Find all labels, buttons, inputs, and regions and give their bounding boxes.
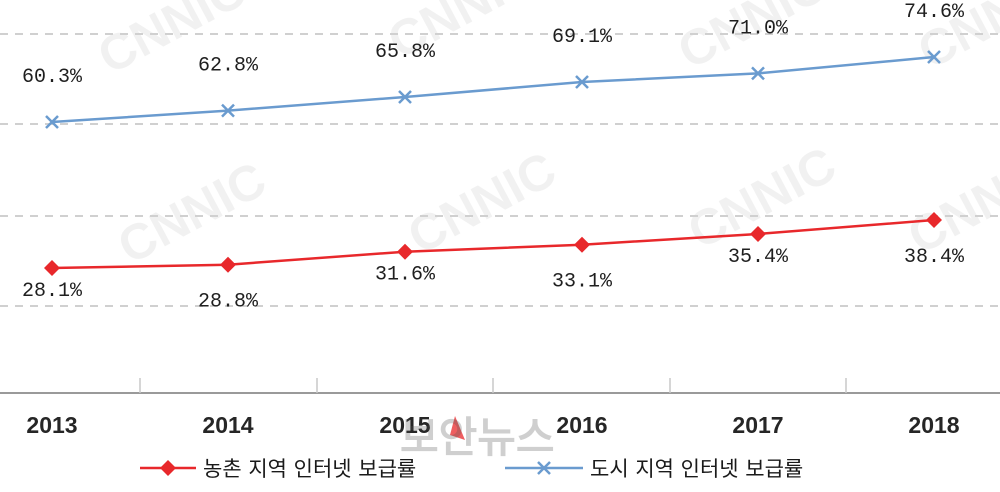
series-line-rural	[51, 218, 935, 270]
data-label-urban: 65.8%	[375, 41, 436, 64]
data-point-rural	[397, 243, 413, 260]
legend-marker-urban	[537, 461, 551, 475]
data-label-rural: 28.1%	[22, 280, 83, 303]
data-label-urban: 71.0%	[728, 17, 789, 40]
data-label-rural: 33.1%	[552, 271, 613, 294]
legend-marker-rural	[160, 460, 176, 476]
source-logo-mark	[450, 416, 465, 440]
legend-label-urban: 도시 지역 인터넷 보급률	[590, 457, 803, 481]
data-label-rural: 38.4%	[904, 246, 965, 269]
watermark-text: CNNIC	[679, 136, 845, 260]
legend-item-urban: 도시 지역 인터넷 보급률	[505, 457, 803, 481]
x-tick-label: 2015	[379, 412, 430, 438]
x-tick-label: 2013	[26, 412, 77, 438]
legend-item-rural: 농촌 지역 인터넷 보급률	[140, 457, 416, 481]
data-point-rural	[750, 225, 766, 242]
grid-lines	[0, 33, 1000, 307]
data-point-urban	[751, 66, 765, 81]
data-point-urban	[221, 103, 235, 118]
data-point-rural	[44, 260, 60, 276]
x-tick-label: 2014	[202, 412, 253, 438]
x-tick-label: 2017	[732, 412, 783, 438]
data-point-rural	[220, 256, 236, 273]
series-lines	[44, 50, 942, 276]
data-label-urban: 60.3%	[22, 66, 83, 89]
data-point-urban	[45, 115, 59, 129]
watermark-text: CNNIC	[109, 151, 275, 275]
x-axis-ticks: 2013 2014 2015 2016 2017 2018	[26, 378, 960, 438]
source-watermark: 보안뉴스	[400, 413, 555, 462]
legend-label-rural: 농촌 지역 인터넷 보급률	[203, 457, 416, 481]
series-line-urban	[51, 55, 935, 124]
data-point-rural	[926, 212, 942, 228]
data-label-rural: 28.8%	[198, 291, 259, 314]
source-watermark-text: 보안뉴스	[400, 413, 555, 462]
data-label-urban: 62.8%	[198, 55, 259, 78]
x-tick-label: 2018	[908, 412, 959, 438]
data-label-urban: 69.1%	[552, 26, 613, 49]
data-label-urban: 74.6%	[904, 1, 965, 24]
legend: 농촌 지역 인터넷 보급률 도시 지역 인터넷 보급률	[140, 457, 803, 481]
x-tick-label: 2016	[556, 412, 607, 438]
data-labels: 60.3% 62.8% 65.8% 69.1% 71.0% 74.6% 28.1% 28.8%…	[22, 1, 965, 314]
data-label-rural: 31.6%	[375, 264, 436, 287]
data-point-urban	[398, 90, 412, 104]
data-label-rural: 35.4%	[728, 246, 789, 269]
data-point-urban	[575, 75, 589, 89]
data-point-rural	[574, 236, 590, 253]
data-point-urban	[927, 50, 941, 64]
